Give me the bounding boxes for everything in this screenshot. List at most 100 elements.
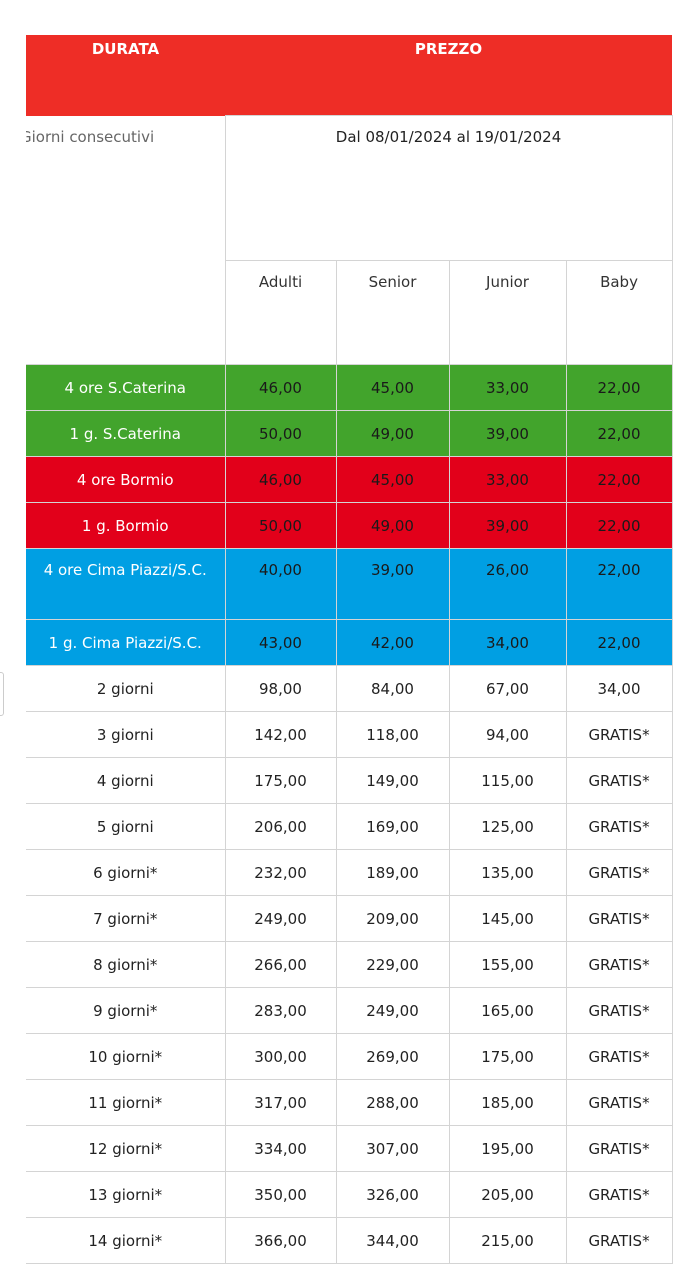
- price-cell: 266,00: [224, 941, 337, 988]
- price-cell: 94,00: [448, 711, 567, 758]
- price-cell: GRATIS*: [565, 757, 673, 804]
- price-cell: 98,00: [224, 665, 337, 712]
- price-cell: 26,00: [448, 548, 567, 620]
- price-cell: 326,00: [335, 1171, 450, 1218]
- row-label: 10 giorni*: [26, 1033, 226, 1080]
- price-cell: GRATIS*: [565, 895, 673, 942]
- col-senior: Senior: [335, 260, 450, 365]
- row-label: 4 giorni: [26, 757, 226, 804]
- table-row: 4 ore Cima Piazzi/S.C. 40,00 39,00 26,00 22,…: [26, 548, 673, 620]
- price-cell: 169,00: [335, 803, 450, 850]
- duration-label-text: Giorni consecutivi: [26, 127, 155, 146]
- price-cell: GRATIS*: [565, 849, 673, 896]
- col-adulti: Adulti: [225, 260, 337, 365]
- header-prezzo: PREZZO: [225, 35, 673, 116]
- price-cell: 249,00: [224, 895, 337, 942]
- price-cell: 42,00: [335, 619, 450, 666]
- table-row: 2 giorni 98,00 84,00 67,00 34,00: [26, 665, 673, 712]
- table-row: 1 g. Cima Piazzi/S.C. 43,00 42,00 34,00 22,0…: [26, 619, 673, 666]
- row-label: 8 giorni*: [26, 941, 226, 988]
- table-row: 10 giorni* 300,00 269,00 175,00 GRATIS*: [26, 1033, 673, 1080]
- row-label: 6 giorni*: [26, 849, 226, 896]
- row-label: 4 ore S.Caterina: [26, 364, 226, 411]
- price-cell: 249,00: [335, 987, 450, 1034]
- price-cell: 50,00: [224, 410, 337, 457]
- price-cell: 22,00: [565, 502, 673, 549]
- price-cell: 39,00: [335, 548, 450, 620]
- price-cell: 33,00: [448, 364, 567, 411]
- price-cell: GRATIS*: [565, 1033, 673, 1080]
- row-label: 9 giorni*: [26, 987, 226, 1034]
- price-cell: GRATIS*: [565, 1079, 673, 1126]
- row-label: 4 ore Bormio: [26, 456, 226, 503]
- price-cell: 50,00: [224, 502, 337, 549]
- price-cell: 232,00: [224, 849, 337, 896]
- price-cell: 300,00: [224, 1033, 337, 1080]
- price-cell: 366,00: [224, 1217, 337, 1264]
- row-label: 3 giorni: [26, 711, 226, 758]
- row-label: 12 giorni*: [26, 1125, 226, 1172]
- price-cell: 46,00: [224, 456, 337, 503]
- table-row: 6 giorni* 232,00 189,00 135,00 GRATIS*: [26, 849, 673, 896]
- price-cell: 43,00: [224, 619, 337, 666]
- row-label: 7 giorni*: [26, 895, 226, 942]
- price-cell: 165,00: [448, 987, 567, 1034]
- col-baby: Baby: [565, 260, 673, 365]
- row-label: 5 giorni: [26, 803, 226, 850]
- price-cell: 125,00: [448, 803, 567, 850]
- price-cell: 45,00: [335, 364, 450, 411]
- price-cell: 115,00: [448, 757, 567, 804]
- price-cell: 185,00: [448, 1079, 567, 1126]
- price-cell: 307,00: [335, 1125, 450, 1172]
- price-cell: GRATIS*: [565, 987, 673, 1034]
- price-cell: 229,00: [335, 941, 450, 988]
- period-row: Giorni consecutivi Dal 08/01/2024 al 19/…: [26, 115, 673, 365]
- duration-label: Giorni consecutivi: [26, 115, 226, 365]
- price-cell: 46,00: [224, 364, 337, 411]
- table-row: 7 giorni* 249,00 209,00 145,00 GRATIS*: [26, 895, 673, 942]
- table-row: 4 ore Bormio 46,00 45,00 33,00 22,00: [26, 456, 673, 503]
- price-cell: 149,00: [335, 757, 450, 804]
- col-junior: Junior: [448, 260, 567, 365]
- price-cell: 135,00: [448, 849, 567, 896]
- table-row: 3 giorni 142,00 118,00 94,00 GRATIS*: [26, 711, 673, 758]
- table-row: 11 giorni* 317,00 288,00 185,00 GRATIS*: [26, 1079, 673, 1126]
- price-cell: 34,00: [565, 665, 673, 712]
- table-row: 14 giorni* 366,00 344,00 215,00 GRATIS*: [26, 1217, 673, 1264]
- price-cell: 317,00: [224, 1079, 337, 1126]
- price-cell: 45,00: [335, 456, 450, 503]
- price-cell: 189,00: [335, 849, 450, 896]
- price-cell: 22,00: [565, 548, 673, 620]
- price-cell: 49,00: [335, 410, 450, 457]
- table-row: 1 g. Bormio 50,00 49,00 39,00 22,00: [26, 502, 673, 549]
- price-cell: 215,00: [448, 1217, 567, 1264]
- price-cell: 49,00: [335, 502, 450, 549]
- price-cell: 344,00: [335, 1217, 450, 1264]
- table-row: 13 giorni* 350,00 326,00 205,00 GRATIS*: [26, 1171, 673, 1218]
- price-cell: 34,00: [448, 619, 567, 666]
- price-cell: GRATIS*: [565, 711, 673, 758]
- table-header-row: DURATA PREZZO: [26, 35, 673, 116]
- price-cell: 39,00: [448, 410, 567, 457]
- table-row: 8 giorni* 266,00 229,00 155,00 GRATIS*: [26, 941, 673, 988]
- price-cell: 350,00: [224, 1171, 337, 1218]
- price-cell: 155,00: [448, 941, 567, 988]
- scroll-handle[interactable]: [0, 672, 4, 716]
- price-cell: 334,00: [224, 1125, 337, 1172]
- row-label: 2 giorni: [26, 665, 226, 712]
- price-cell: 283,00: [224, 987, 337, 1034]
- price-cell: 22,00: [565, 456, 673, 503]
- price-cell: 39,00: [448, 502, 567, 549]
- table-row: 4 ore S.Caterina 46,00 45,00 33,00 22,00: [26, 364, 673, 411]
- row-label: 4 ore Cima Piazzi/S.C.: [26, 548, 226, 620]
- price-table: DURATA PREZZO Giorni consecutivi Dal 08/…: [26, 35, 673, 1264]
- price-cell: 40,00: [224, 548, 337, 620]
- price-cell: 84,00: [335, 665, 450, 712]
- price-cell: 67,00: [448, 665, 567, 712]
- price-cell: GRATIS*: [565, 1217, 673, 1264]
- row-label: 1 g. Bormio: [26, 502, 226, 549]
- price-cell: 205,00: [448, 1171, 567, 1218]
- price-cell: 33,00: [448, 456, 567, 503]
- header-durata: DURATA: [26, 35, 225, 116]
- price-cell: 175,00: [224, 757, 337, 804]
